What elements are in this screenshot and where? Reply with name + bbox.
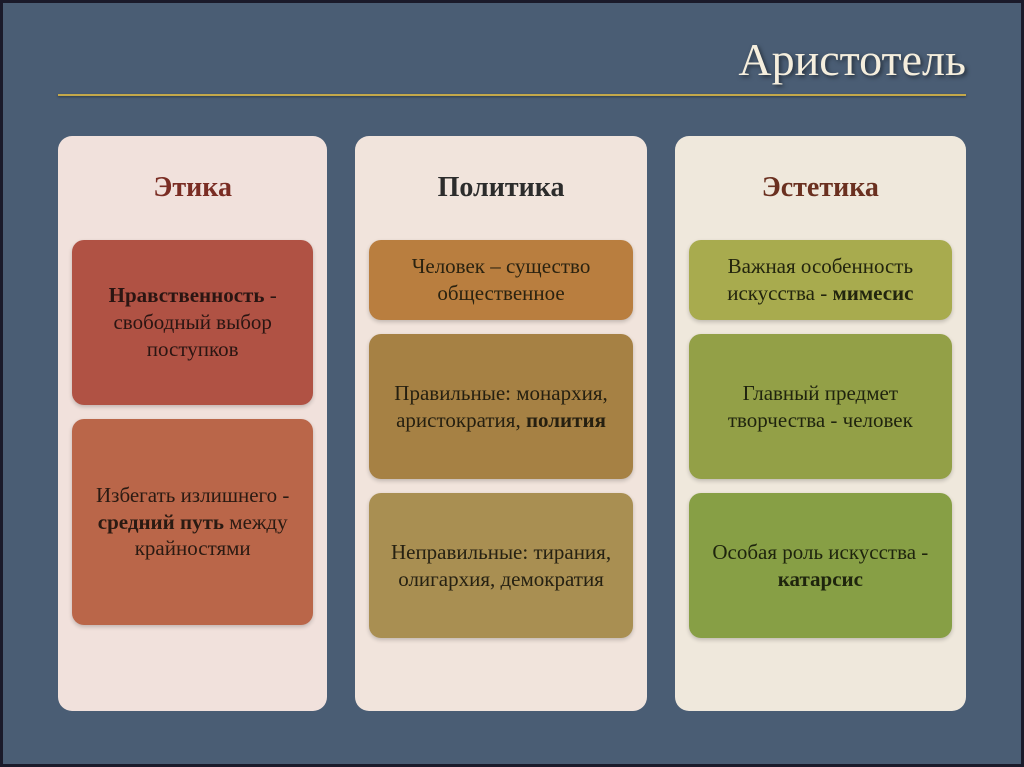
column-items: Человек – существо общественное Правильны… xyxy=(369,240,632,697)
column: Этика Нравственность - свободный выбор по… xyxy=(58,136,327,711)
column-header: Политика xyxy=(369,150,632,240)
info-card: Избегать излишнего - средний путь между … xyxy=(72,419,313,625)
column-header: Этика xyxy=(72,150,313,240)
column: ЭстетикаВажная особенность искусства - м… xyxy=(675,136,966,711)
column-items: Важная особенность искусства - мимесис Гл… xyxy=(689,240,952,697)
info-card: Нравственность - свободный выбор поступк… xyxy=(72,240,313,405)
info-card-text: Избегать излишнего - средний путь между … xyxy=(86,482,299,563)
info-card: Важная особенность искусства - мимесис xyxy=(689,240,952,320)
info-card-text: Человек – существо общественное xyxy=(383,253,618,307)
column-header: Эстетика xyxy=(689,150,952,240)
page-title: Аристотель xyxy=(58,33,966,86)
info-card-text: Важная особенность искусства - мимесис xyxy=(703,253,938,307)
columns-container: Этика Нравственность - свободный выбор по… xyxy=(58,136,966,711)
slide: Аристотель Этика Нравственность - свободн… xyxy=(3,3,1021,764)
info-card-text: Особая роль искусства - катарсис xyxy=(703,539,938,593)
info-card-text: Правильные: монархия, аристократия, поли… xyxy=(383,380,618,434)
info-card: Правильные: монархия, аристократия, поли… xyxy=(369,334,632,479)
info-card: Человек – существо общественное xyxy=(369,240,632,320)
info-card: Особая роль искусства - катарсис xyxy=(689,493,952,638)
info-card-text: Неправильные: тирания, олигархия, демокр… xyxy=(383,539,618,593)
info-card-text: Нравственность - свободный выбор поступк… xyxy=(86,282,299,363)
info-card: Неправильные: тирания, олигархия, демокр… xyxy=(369,493,632,638)
info-card-text: Главный предмет творчества - человек xyxy=(703,380,938,434)
column: Политика Человек – существо общественное П… xyxy=(355,136,646,711)
title-rule xyxy=(58,94,966,96)
info-card: Главный предмет творчества - человек xyxy=(689,334,952,479)
column-items: Нравственность - свободный выбор поступк… xyxy=(72,240,313,697)
